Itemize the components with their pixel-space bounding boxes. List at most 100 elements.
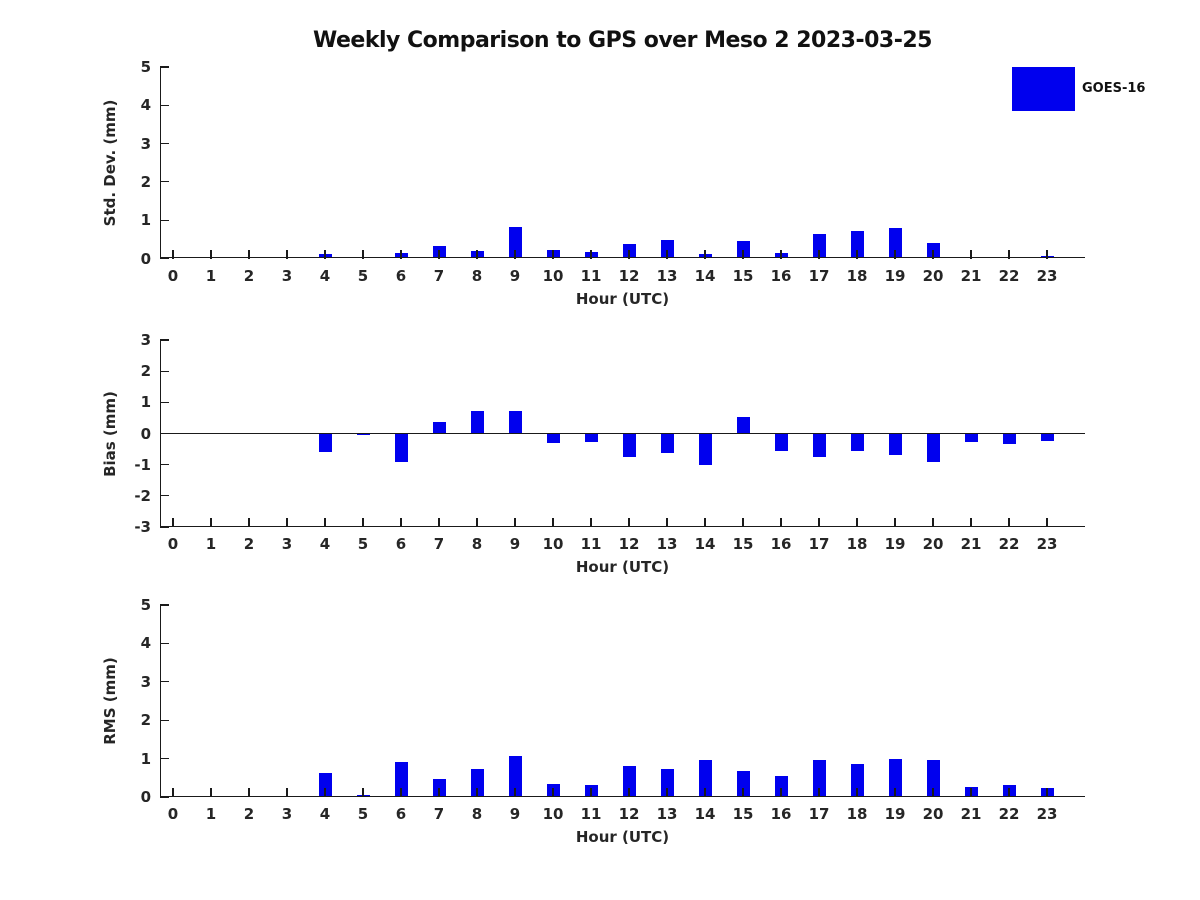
x-tick — [514, 249, 516, 259]
bar-hour-17 — [812, 234, 826, 259]
x-tick-label: 18 — [846, 266, 868, 285]
x-tick — [552, 249, 554, 259]
x-tick-label: 16 — [770, 266, 792, 285]
x-tick — [932, 249, 934, 259]
x-tick-label: 10 — [542, 266, 564, 285]
y-tick — [160, 339, 169, 341]
x-tick — [362, 788, 364, 797]
x-tick — [362, 518, 364, 527]
chart-title: Weekly Comparison to GPS over Meso 2 202… — [313, 28, 932, 53]
x-tick-label: 5 — [357, 805, 369, 823]
bar-hour-18 — [850, 763, 864, 797]
x-tick-label: 1 — [205, 535, 217, 553]
x-tick-label: 17 — [808, 535, 830, 553]
x-tick-label: 14 — [694, 535, 716, 553]
x-tick-label: 2 — [243, 266, 255, 285]
x-tick-label: 18 — [846, 535, 868, 553]
x-tick — [666, 518, 668, 527]
x-tick — [438, 518, 440, 527]
x-tick — [970, 788, 972, 797]
y-tick — [160, 401, 169, 403]
x-tick — [704, 788, 706, 797]
x-tick-label: 13 — [656, 266, 678, 285]
y-tick — [160, 796, 169, 798]
y-tick — [160, 181, 169, 183]
x-tick — [210, 518, 212, 527]
x-tick-label: 20 — [922, 266, 944, 285]
x-tick — [476, 249, 478, 259]
x-tick-label: 19 — [884, 266, 906, 285]
y-tick-label: 4 — [140, 96, 151, 115]
x-tick-label: 23 — [1036, 535, 1058, 553]
x-tick — [1008, 788, 1010, 797]
x-tick-label: 5 — [357, 266, 369, 285]
x-tick — [590, 249, 592, 259]
x-tick — [628, 788, 630, 797]
x-tick — [894, 788, 896, 797]
x-tick — [856, 518, 858, 527]
bar-hour-17 — [812, 433, 826, 457]
y-tick-label: 2 — [140, 711, 151, 730]
bar-hour-17 — [812, 760, 826, 797]
x-tick-label: 22 — [998, 266, 1020, 285]
bar-hour-19 — [888, 433, 902, 455]
x-tick-label: 2 — [243, 535, 255, 553]
x-tick — [438, 249, 440, 259]
x-tick — [856, 788, 858, 797]
bar-hour-14 — [698, 759, 712, 797]
legend-label: GOES-16 — [1082, 81, 1146, 96]
x-tick-label: 1 — [205, 805, 217, 823]
x-tick — [970, 249, 972, 259]
x-tick-label: 19 — [884, 805, 906, 823]
x-tick — [1046, 788, 1048, 797]
x-tick-label: 0 — [167, 535, 179, 553]
x-tick-label: 9 — [509, 266, 521, 285]
bar-hour-8 — [470, 768, 484, 797]
x-tick — [742, 518, 744, 527]
legend-swatch-goes16 — [1012, 67, 1075, 111]
x-tick-label: 7 — [433, 266, 445, 285]
x-tick-label: 11 — [580, 266, 602, 285]
x-tick — [894, 518, 896, 527]
y-tick — [160, 370, 169, 372]
stddev-y-axis-label: Std. Dev. (mm) — [101, 99, 119, 227]
x-tick — [818, 518, 820, 527]
x-tick — [590, 788, 592, 797]
bar-hour-6 — [394, 761, 408, 797]
bar-hour-19 — [888, 228, 902, 259]
bar-hour-20 — [926, 759, 940, 797]
x-tick-label: 12 — [618, 266, 640, 285]
x-tick-label: 11 — [580, 805, 602, 823]
x-tick-label: 12 — [618, 535, 640, 553]
x-tick-label: 21 — [960, 805, 982, 823]
bar-hour-13 — [660, 768, 674, 797]
y-tick-label: 1 — [140, 749, 151, 768]
y-tick-label: -2 — [134, 486, 151, 505]
y-tick — [160, 719, 169, 721]
x-tick-label: 16 — [770, 805, 792, 823]
x-tick — [286, 518, 288, 527]
x-tick — [742, 788, 744, 797]
bar-hour-18 — [850, 433, 864, 451]
bar-hour-20 — [926, 433, 940, 463]
x-tick — [324, 518, 326, 527]
x-tick-label: 16 — [770, 535, 792, 553]
x-tick-label: 8 — [471, 805, 483, 823]
x-tick-label: 11 — [580, 535, 602, 553]
x-tick-label: 23 — [1036, 266, 1058, 285]
y-tick-label: -3 — [134, 518, 151, 536]
bar-hour-10 — [546, 433, 560, 443]
y-tick — [160, 526, 169, 528]
x-tick-label: 15 — [732, 535, 754, 553]
x-tick — [438, 788, 440, 797]
x-tick-label: 17 — [808, 805, 830, 823]
y-tick-label: 1 — [140, 393, 151, 412]
x-tick-label: 15 — [732, 805, 754, 823]
y-tick — [160, 143, 169, 145]
x-tick-label: 14 — [694, 266, 716, 285]
x-tick — [172, 788, 174, 797]
x-tick — [856, 249, 858, 259]
x-tick — [286, 249, 288, 259]
y-tick-label: 4 — [140, 634, 151, 653]
